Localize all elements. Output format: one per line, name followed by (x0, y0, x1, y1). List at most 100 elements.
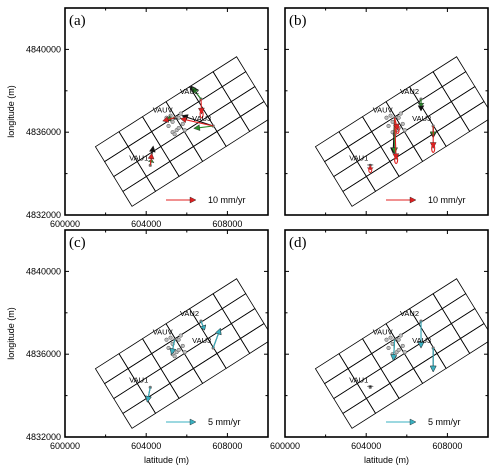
station-label: VAUV (373, 328, 393, 337)
station-label: VAU2 (400, 309, 419, 318)
arrow-shaft (200, 320, 204, 327)
error-ellipse (199, 109, 204, 119)
arrow-shaft (167, 117, 175, 121)
arrow-head (147, 152, 155, 160)
panel-frame (284, 229, 489, 438)
station-label: VAUV (153, 328, 173, 337)
vent-point (178, 333, 183, 338)
arrow-shaft (199, 125, 214, 129)
velocity-arrow (198, 99, 205, 119)
velocity-arrow (417, 321, 425, 349)
vent-point (176, 337, 181, 342)
vent-point (180, 343, 185, 348)
vent-point (400, 343, 405, 348)
vent-point (176, 115, 181, 120)
vent-point (178, 111, 183, 116)
arrow-head (367, 385, 374, 387)
arrow-head (215, 327, 222, 336)
error-ellipse (394, 155, 399, 165)
arrow-head (417, 341, 425, 349)
vent-point (168, 335, 173, 340)
velocity-arrow (366, 165, 374, 174)
vent-point (166, 345, 171, 351)
arrow-head (145, 395, 152, 403)
y-tick-label: 4840000 (26, 266, 61, 276)
velocity-arrow (392, 117, 400, 165)
x-axis-label: latitude (m) (364, 455, 409, 465)
panel-label: (c) (69, 235, 86, 251)
scale-label: 10 mm/yr (428, 195, 466, 205)
panel-frame (64, 229, 269, 438)
station-vauv: VAUV (373, 106, 400, 165)
y-axis-label: longitude (m) (6, 85, 16, 138)
vent-point (164, 337, 169, 342)
scale-label: 5 mm/yr (208, 417, 241, 427)
vent-point (402, 128, 407, 133)
station-label: VAUV (373, 106, 393, 115)
arrow-head (191, 86, 199, 95)
vent-point (180, 121, 185, 126)
arrow-head (199, 324, 207, 331)
panel-frame (284, 7, 489, 216)
vent-point (402, 350, 407, 355)
station-vauv: VAUV (153, 328, 177, 356)
station-label: VAU2 (180, 309, 199, 318)
station-vau3: VAU3 (192, 327, 222, 350)
station-label: VAU2 (400, 87, 419, 96)
x-tick-label: 604000 (131, 441, 161, 451)
station-label: VAU1 (129, 153, 148, 162)
station-vau2: VAU2 (180, 309, 207, 331)
arrow-head (417, 103, 425, 107)
velocity-arrow (429, 347, 437, 373)
mesh-cell (459, 100, 488, 132)
station-label: VAU2 (180, 87, 199, 96)
vent-point (396, 115, 401, 120)
scale-bar: 5 mm/yr (386, 417, 461, 427)
x-axis-label: latitude (m) (144, 455, 189, 465)
velocity-arrow (166, 196, 197, 204)
arrow-shaft (149, 158, 152, 166)
velocity-arrow (199, 320, 207, 331)
x-tick-label: 604000 (131, 219, 161, 229)
plot-area: VAU2 VAUV VAU3 VAU1 (314, 278, 488, 429)
arrow-head (409, 418, 417, 426)
vent-cluster (384, 333, 407, 359)
velocity-arrow (390, 339, 398, 362)
velocity-arrow (417, 99, 425, 107)
panel-frame (64, 7, 269, 216)
fault-mesh (94, 278, 268, 429)
arrow-head (162, 116, 170, 123)
y-tick-label: 4840000 (26, 44, 61, 54)
velocity-arrow (169, 339, 177, 356)
plot-area: VAU2 VAUV VAU3 VAU1 (94, 56, 268, 207)
panel-label: (d) (289, 235, 307, 251)
vent-point (172, 354, 177, 359)
x-tick-label: 600000 (270, 441, 300, 451)
arrow-head (189, 196, 197, 204)
y-tick-label: 4836000 (26, 349, 61, 359)
arrow-head (179, 116, 187, 124)
vent-point (176, 126, 181, 131)
velocity-arrow (166, 418, 197, 426)
scale-label: 5 mm/yr (428, 417, 461, 427)
velocity-arrow (367, 164, 374, 166)
arrow-head (429, 365, 437, 373)
vent-point (388, 113, 393, 118)
vent-point (166, 123, 171, 129)
station-label: VAU1 (129, 375, 148, 384)
station-label: VAU3 (192, 336, 211, 345)
arrow-head (390, 354, 398, 362)
velocity-arrow (193, 124, 214, 131)
scale-bar: 10 mm/yr (386, 195, 466, 205)
velocity-arrow (147, 152, 155, 166)
station-label: VAU1 (349, 153, 368, 162)
station-vauv: VAUV (373, 328, 398, 362)
station-vau2: VAU2 (400, 87, 425, 112)
y-tick-label: 4832000 (26, 210, 61, 220)
error-ellipse (395, 125, 400, 135)
y-axis-label: longitude (m) (6, 307, 16, 360)
plot-area: VAU2 VAUV VAU3 VAU1 (94, 278, 268, 429)
arrow-shaft (147, 387, 151, 397)
vent-point (176, 348, 181, 353)
station-label: VAU3 (192, 114, 211, 123)
